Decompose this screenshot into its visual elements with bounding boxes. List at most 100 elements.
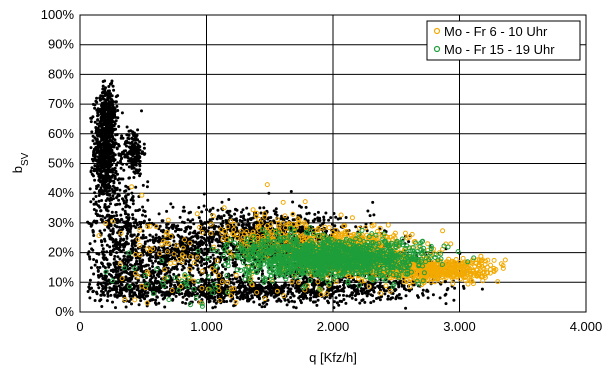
data-point: [125, 236, 129, 240]
data-point: [95, 138, 99, 142]
data-point: [92, 220, 96, 224]
data-point: [103, 216, 107, 220]
data-point: [205, 271, 208, 275]
data-point: [133, 285, 136, 289]
data-point: [446, 287, 450, 290]
data-point: [386, 297, 390, 301]
data-point: [91, 229, 95, 233]
data-point: [104, 178, 107, 182]
data-point: [258, 303, 262, 307]
data-point: [228, 216, 232, 220]
data-point: [182, 221, 186, 225]
data-point: [110, 79, 114, 83]
data-point: [107, 149, 111, 153]
data-point: [144, 214, 147, 218]
data-point: [296, 284, 300, 288]
data-point: [241, 208, 245, 212]
data-point: [221, 219, 225, 223]
data-point: [283, 298, 287, 302]
data-point: [110, 163, 114, 167]
data-point: [159, 271, 163, 275]
data-point: [142, 142, 146, 146]
data-point: [267, 191, 271, 195]
data-point: [104, 185, 108, 189]
data-point: [107, 102, 111, 106]
data-point: [452, 298, 456, 302]
data-point: [206, 292, 210, 296]
data-point: [142, 219, 146, 223]
data-point: [188, 219, 192, 223]
data-point: [235, 295, 239, 299]
data-point: [249, 289, 253, 293]
data-point: [96, 113, 100, 117]
data-point: [391, 296, 394, 300]
data-point: [275, 293, 279, 297]
data-point: [129, 258, 133, 262]
data-point: [421, 288, 425, 292]
data-point: [148, 256, 152, 260]
data-point: [241, 297, 245, 301]
data-point: [203, 292, 207, 296]
data-point: [109, 179, 112, 183]
data-point: [368, 214, 372, 218]
data-point: [125, 234, 129, 238]
data-point: [364, 222, 368, 226]
data-point: [135, 288, 139, 292]
data-point: [134, 249, 138, 253]
data-point: [88, 242, 92, 246]
data-point: [109, 92, 112, 96]
data-point: [294, 306, 298, 310]
data-point: [138, 156, 142, 159]
data-point: [347, 285, 351, 289]
data-point: [357, 292, 361, 296]
data-point: [135, 281, 139, 285]
data-point: [95, 148, 98, 152]
data-point: [138, 162, 141, 166]
data-point: [103, 228, 107, 232]
data-point: [116, 161, 120, 165]
data-point: [100, 305, 104, 308]
data-point: [119, 268, 123, 272]
data-point: [200, 257, 204, 261]
data-point: [123, 212, 127, 216]
data-point: [136, 128, 140, 132]
data-point: [126, 156, 130, 160]
data-point: [114, 306, 117, 310]
data-point: [353, 288, 357, 292]
data-point: [132, 242, 136, 246]
data-point: [112, 88, 116, 92]
data-point: [230, 273, 234, 277]
data-point: [93, 142, 96, 146]
data-point: [96, 269, 100, 273]
data-point: [130, 239, 134, 243]
data-point: [146, 239, 150, 243]
data-point: [138, 259, 142, 263]
data-point: [130, 191, 134, 195]
data-point: [184, 301, 188, 305]
data-point: [314, 295, 318, 299]
data-point: [113, 174, 117, 178]
data-point: [106, 282, 109, 286]
data-point: [185, 226, 188, 229]
data-point: [196, 267, 200, 271]
data-point: [103, 162, 107, 166]
data-point: [113, 107, 117, 111]
data-point: [204, 295, 208, 299]
data-point: [122, 168, 126, 172]
data-point: [87, 221, 91, 225]
data-point: [138, 172, 142, 176]
data-point: [103, 105, 107, 109]
data-point: [128, 255, 132, 259]
data-point: [138, 140, 142, 144]
data-point: [272, 295, 276, 299]
data-point: [337, 293, 341, 297]
data-point: [187, 232, 191, 236]
data-point: [354, 225, 358, 229]
data-point: [371, 200, 375, 204]
data-point: [116, 116, 120, 120]
data-point: [190, 235, 194, 239]
data-point: [98, 152, 102, 156]
data-point: [99, 122, 103, 126]
data-point: [124, 305, 128, 309]
